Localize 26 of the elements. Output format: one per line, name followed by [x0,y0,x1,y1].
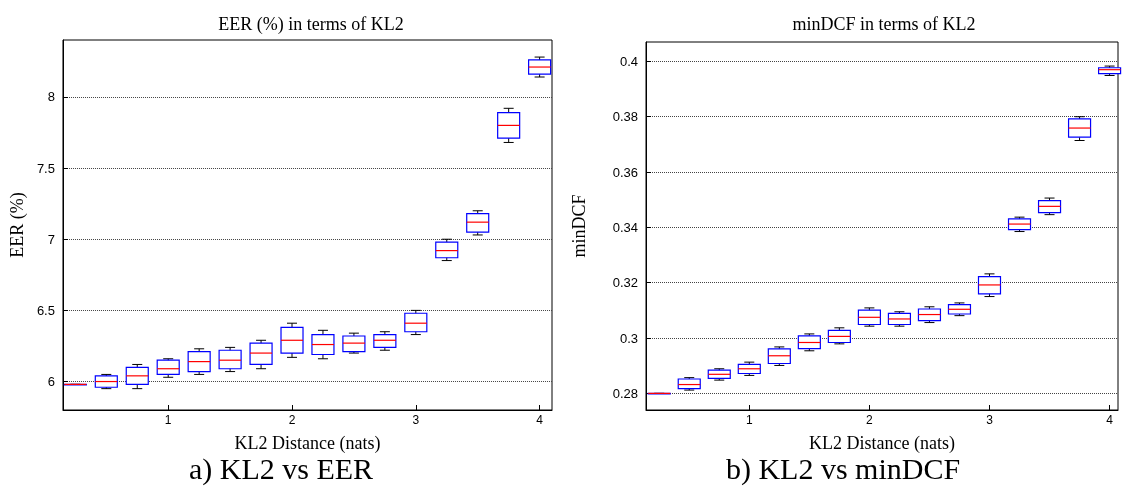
x-tick-label: 3 [412,413,420,427]
x-tick-label: 2 [866,413,874,427]
y-tick-label: 0.3 [619,330,638,346]
chart-title: EER (%) in terms of KL2 [218,14,404,35]
chart-title: minDCF in terms of KL2 [792,14,976,34]
y-axis-title: minDCF [569,194,589,258]
x-tick-label: 1 [164,413,172,427]
x-axis-title: KL2 Distance (nats) [809,433,955,454]
x-tick-label: 4 [536,413,544,427]
y-tick-label: 0.38 [612,109,638,125]
y-tick-label: 0.36 [612,164,638,180]
y-tick-label: 0.4 [619,53,638,69]
y-tick-label: 6.5 [36,302,55,318]
y-tick-label: 0.34 [612,219,638,235]
x-tick-label: 4 [1106,413,1114,427]
y-axis-title: EER (%) [7,192,28,258]
x-tick-label: 1 [745,413,753,427]
y-tick-label: 7.5 [36,160,55,176]
y-tick-label: 6 [47,374,55,390]
y-tick-label: 0.28 [612,385,638,401]
y-tick-label: 8 [47,89,55,105]
y-tick-label: 0.32 [612,275,638,291]
x-tick-label: 3 [986,413,994,427]
x-tick-label: 2 [288,413,296,427]
y-tick-label: 7 [47,231,55,247]
x-axis-title: KL2 Distance (nats) [234,433,381,454]
